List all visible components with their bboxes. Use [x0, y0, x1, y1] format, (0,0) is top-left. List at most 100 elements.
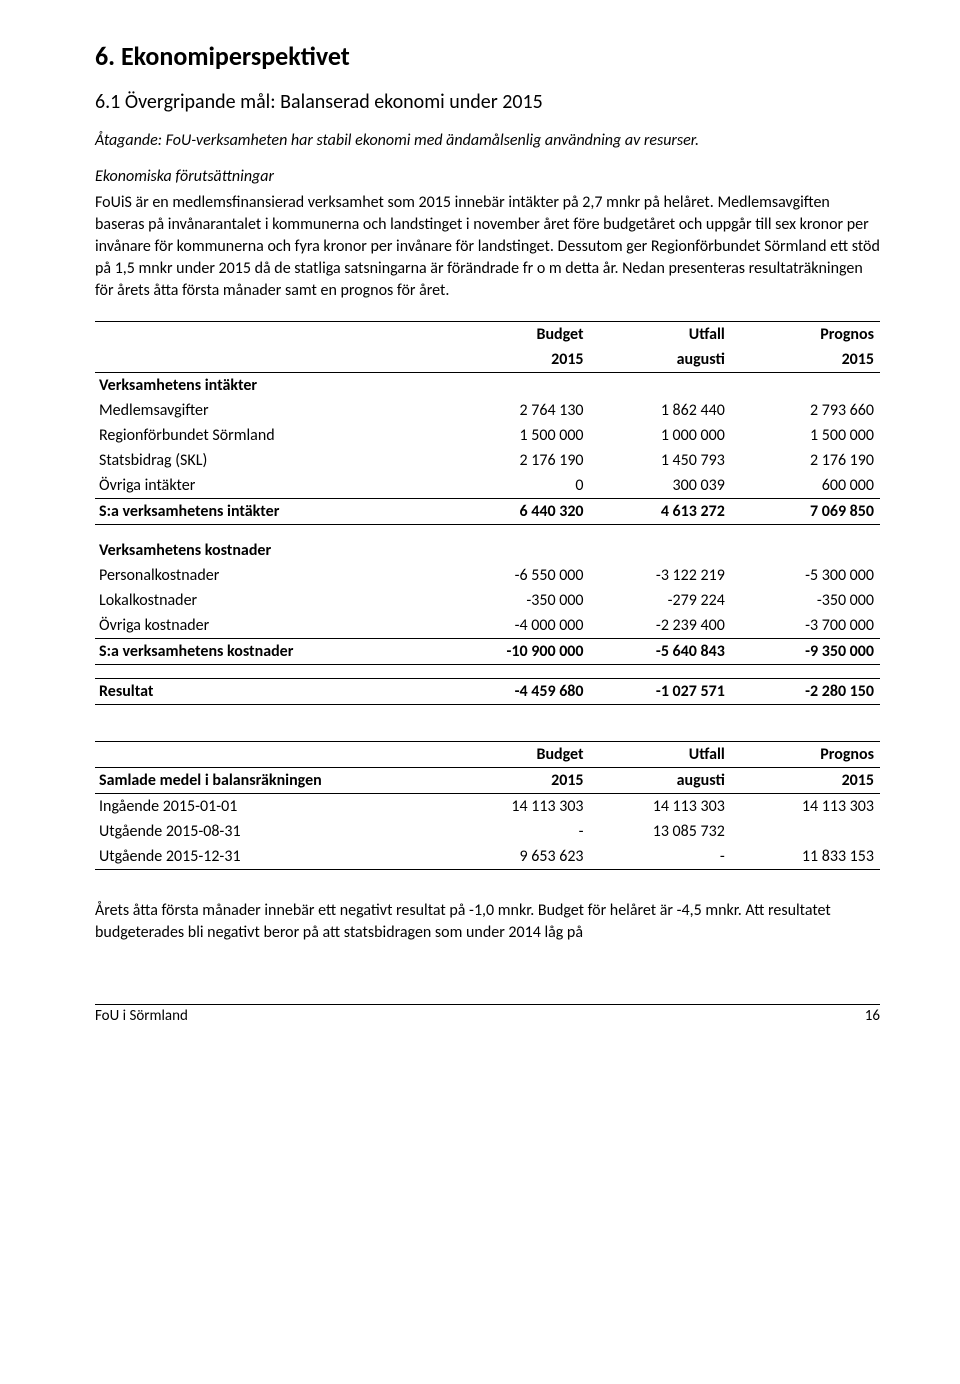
cell-prognos: -9 350 000 — [731, 639, 880, 665]
table-row: Utgående 2015-12-31 9 653 623 - 11 833 1… — [95, 844, 880, 870]
header-utfall: Utfall — [590, 321, 731, 347]
cell-prognos: 7 069 850 — [731, 498, 880, 524]
cell-label: S:a verksamhetens kostnader — [95, 639, 440, 665]
cell-prognos — [731, 819, 880, 844]
cell-utfall: 13 085 732 — [590, 819, 731, 844]
cost-sum-row: S:a verksamhetens kostnader -10 900 000 … — [95, 639, 880, 665]
cell-label: Övriga kostnader — [95, 613, 440, 639]
result-row: Resultat -4 459 680 -1 027 571 -2 280 15… — [95, 679, 880, 705]
cell-prognos: -2 280 150 — [731, 679, 880, 705]
spacer — [95, 524, 880, 538]
cell-utfall: -5 640 843 — [590, 639, 731, 665]
cell-utfall: -279 224 — [590, 588, 731, 613]
cell-budget: -10 900 000 — [440, 639, 589, 665]
table-row: Ingående 2015-01-01 14 113 303 14 113 30… — [95, 794, 880, 820]
header-blank — [95, 742, 440, 768]
cell-prognos: 11 833 153 — [731, 844, 880, 870]
header-2015-a: 2015 — [440, 768, 589, 794]
table-row: Regionförbundet Sörmland 1 500 000 1 000… — [95, 423, 880, 448]
table-row: Statsbidrag (SKL) 2 176 190 1 450 793 2 … — [95, 448, 880, 473]
cell-budget: -6 550 000 — [440, 563, 589, 588]
cell-prognos: 1 500 000 — [731, 423, 880, 448]
cell-label: Medlemsavgifter — [95, 398, 440, 423]
cell-prognos: -3 700 000 — [731, 613, 880, 639]
cell-label: Utgående 2015-12-31 — [95, 844, 440, 870]
cell-prognos: 2 176 190 — [731, 448, 880, 473]
cell-budget: -4 459 680 — [440, 679, 589, 705]
cell-label: Ingående 2015-01-01 — [95, 794, 440, 820]
cell-utfall: -3 122 219 — [590, 563, 731, 588]
cell-utfall: 1 000 000 — [590, 423, 731, 448]
income-label: Verksamhetens intäkter — [95, 372, 880, 398]
conditions-label: Ekonomiska förutsättningar — [95, 166, 880, 188]
table-row: Personalkostnader -6 550 000 -3 122 219 … — [95, 563, 880, 588]
cell-label: Resultat — [95, 679, 440, 705]
balance-header-row-1: Budget Utfall Prognos — [95, 742, 880, 768]
cell-budget: -350 000 — [440, 588, 589, 613]
body-paragraph: FoUiS är en medlemsfinansierad verksamhe… — [95, 192, 880, 302]
cell-budget: 0 — [440, 473, 589, 499]
cell-budget: 14 113 303 — [440, 794, 589, 820]
cell-prognos: -350 000 — [731, 588, 880, 613]
cell-utfall: 300 039 — [590, 473, 731, 499]
cell-label: Statsbidrag (SKL) — [95, 448, 440, 473]
cell-utfall: 4 613 272 — [590, 498, 731, 524]
footer-page-number: 16 — [865, 1007, 880, 1025]
header-utfall: Utfall — [590, 742, 731, 768]
cell-budget: 2 764 130 — [440, 398, 589, 423]
table-row: Medlemsavgifter 2 764 130 1 862 440 2 79… — [95, 398, 880, 423]
section-heading: 6. Ekonomiperspektivet — [95, 40, 880, 72]
cell-utfall: 14 113 303 — [590, 794, 731, 820]
page-container: 6. Ekonomiperspektivet 6.1 Övergripande … — [0, 0, 960, 1055]
header-augusti: augusti — [590, 347, 731, 373]
header-prognos: Prognos — [731, 742, 880, 768]
table-header-row-2: 2015 augusti 2015 — [95, 347, 880, 373]
cell-label: Regionförbundet Sörmland — [95, 423, 440, 448]
cell-utfall: -1 027 571 — [590, 679, 731, 705]
page-footer: FoU i Sörmland 16 — [95, 1004, 880, 1025]
pledge-text: Åtagande: FoU-verksamheten har stabil ek… — [95, 130, 880, 152]
closing-paragraph: Årets åtta första månader innebär ett ne… — [95, 900, 880, 944]
cell-prognos: 2 793 660 — [731, 398, 880, 423]
header-year-2015-a: 2015 — [440, 347, 589, 373]
table-row: Övriga kostnader -4 000 000 -2 239 400 -… — [95, 613, 880, 639]
cell-budget: 1 500 000 — [440, 423, 589, 448]
cell-label: Lokalkostnader — [95, 588, 440, 613]
cell-utfall: 1 862 440 — [590, 398, 731, 423]
balance-table: Budget Utfall Prognos Samlade medel i ba… — [95, 741, 880, 870]
table-header-row-1: Budget Utfall Prognos — [95, 321, 880, 347]
cost-label: Verksamhetens kostnader — [95, 538, 880, 563]
spacer — [95, 665, 880, 679]
table-row: Övriga intäkter 0 300 039 600 000 — [95, 473, 880, 499]
cell-label: Utgående 2015-08-31 — [95, 819, 440, 844]
header-budget: Budget — [440, 742, 589, 768]
header-2015-b: 2015 — [731, 768, 880, 794]
table-row: Lokalkostnader -350 000 -279 224 -350 00… — [95, 588, 880, 613]
cell-label: S:a verksamhetens intäkter — [95, 498, 440, 524]
cost-section-label: Verksamhetens kostnader — [95, 538, 880, 563]
cell-budget: 6 440 320 — [440, 498, 589, 524]
cell-budget: 9 653 623 — [440, 844, 589, 870]
subsection-heading: 6.1 Övergripande mål: Balanserad ekonomi… — [95, 90, 880, 114]
balance-header-row-2: Samlade medel i balansräkningen 2015 aug… — [95, 768, 880, 794]
cell-budget: -4 000 000 — [440, 613, 589, 639]
cell-utfall: -2 239 400 — [590, 613, 731, 639]
header-blank-2 — [95, 347, 440, 373]
cell-utfall: - — [590, 844, 731, 870]
cell-label: Övriga intäkter — [95, 473, 440, 499]
cell-budget: - — [440, 819, 589, 844]
income-statement-table: Budget Utfall Prognos 2015 augusti 2015 … — [95, 321, 880, 706]
income-section-label: Verksamhetens intäkter — [95, 372, 880, 398]
cell-prognos: 14 113 303 — [731, 794, 880, 820]
table-row: Utgående 2015-08-31 - 13 085 732 — [95, 819, 880, 844]
cell-budget: 2 176 190 — [440, 448, 589, 473]
balance-title: Samlade medel i balansräkningen — [95, 768, 440, 794]
cell-prognos: -5 300 000 — [731, 563, 880, 588]
header-augusti: augusti — [590, 768, 731, 794]
header-blank — [95, 321, 440, 347]
header-budget: Budget — [440, 321, 589, 347]
income-sum-row: S:a verksamhetens intäkter 6 440 320 4 6… — [95, 498, 880, 524]
header-year-2015-b: 2015 — [731, 347, 880, 373]
cell-label: Personalkostnader — [95, 563, 440, 588]
cell-prognos: 600 000 — [731, 473, 880, 499]
